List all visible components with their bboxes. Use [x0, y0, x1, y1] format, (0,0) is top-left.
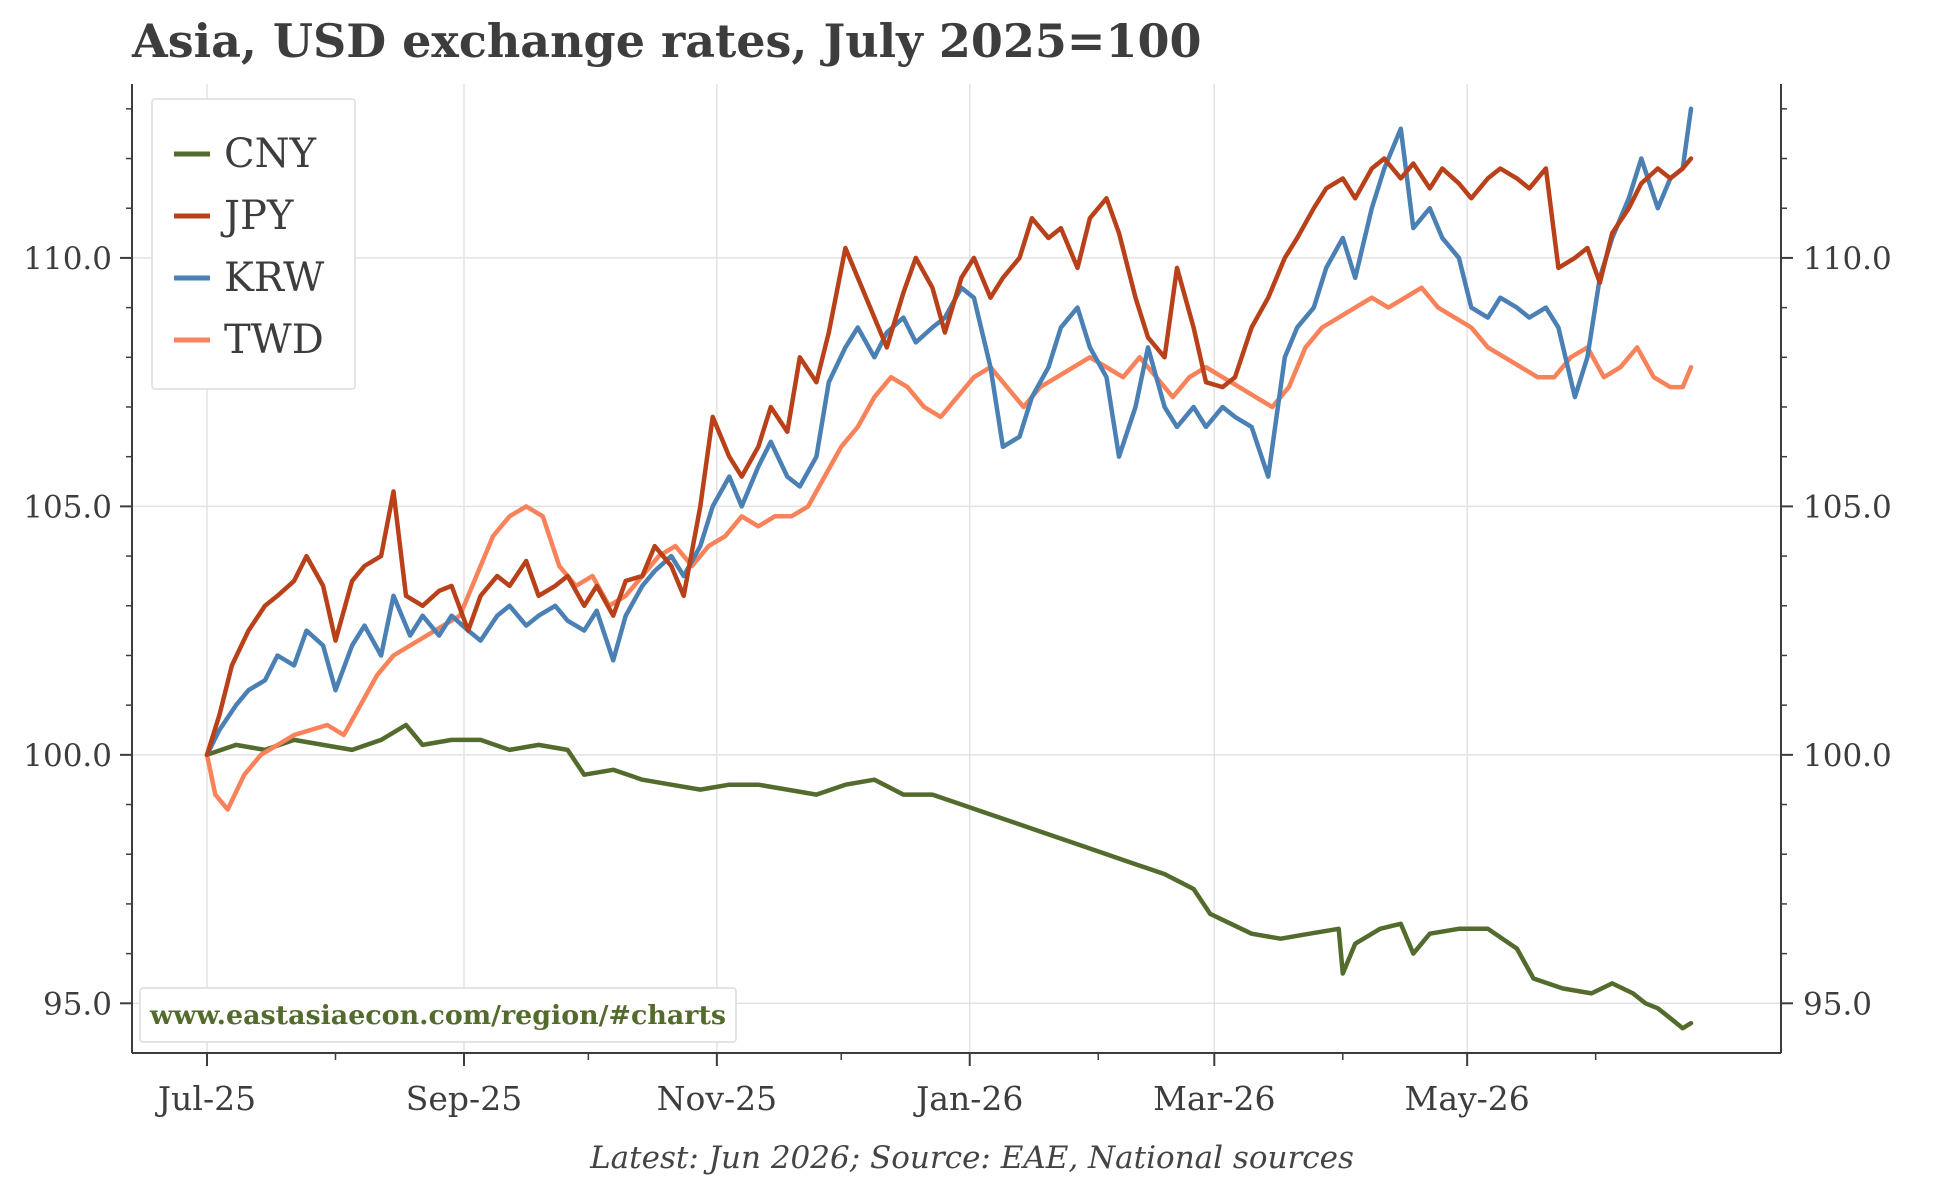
y-tick-label-right: 110.0 [1803, 241, 1892, 277]
y-tick-label-left: 105.0 [23, 489, 112, 525]
series-line-cny [204, 722, 1694, 1031]
legend: CNY JPY KRW TWD [151, 98, 356, 390]
y-tick-label-right: 105.0 [1803, 489, 1892, 525]
watermark-url: www.eastasiaecon.com/region/#charts [149, 1001, 726, 1031]
series-line-twd [204, 285, 1694, 812]
legend-label-jpy: JPY [220, 193, 294, 239]
y-tick-label-left: 100.0 [23, 738, 112, 774]
x-tick-label: Mar-26 [1153, 1079, 1275, 1118]
y-tick-label-left: 110.0 [23, 241, 112, 277]
legend-label-twd: TWD [224, 317, 324, 363]
y-tick-label-left: 95.0 [43, 986, 112, 1022]
series-lines [204, 106, 1694, 1031]
x-tick-label: Jan-26 [913, 1079, 1023, 1118]
y-tick-label-right: 100.0 [1803, 738, 1892, 774]
legend-label-krw: KRW [224, 255, 324, 301]
x-tick-label: Jul-25 [155, 1079, 256, 1118]
y-tick-label-right: 95.0 [1803, 986, 1872, 1022]
x-tick-label: May-26 [1405, 1079, 1530, 1118]
series-line-krw [204, 106, 1694, 758]
legend-label-cny: CNY [224, 131, 317, 177]
axes: 95.0 95.0 100.0 100.0 105.0 105.0 110.0 110.0 Ju… [23, 84, 1892, 1118]
source-note: Latest: Jun 2026; Source: EAE, National … [590, 1140, 1354, 1176]
chart-title: Asia, USD exchange rates, July 2025=100 [132, 14, 1202, 68]
x-tick-label: Sep-25 [406, 1079, 522, 1118]
watermark-frame [139, 987, 737, 1043]
series-line-jpy [204, 156, 1694, 758]
legend-box [151, 98, 356, 390]
gridlines [132, 84, 1781, 1053]
watermark-box: www.eastasiaecon.com/region/#charts [139, 987, 737, 1043]
x-tick-label: Nov-25 [657, 1079, 778, 1118]
